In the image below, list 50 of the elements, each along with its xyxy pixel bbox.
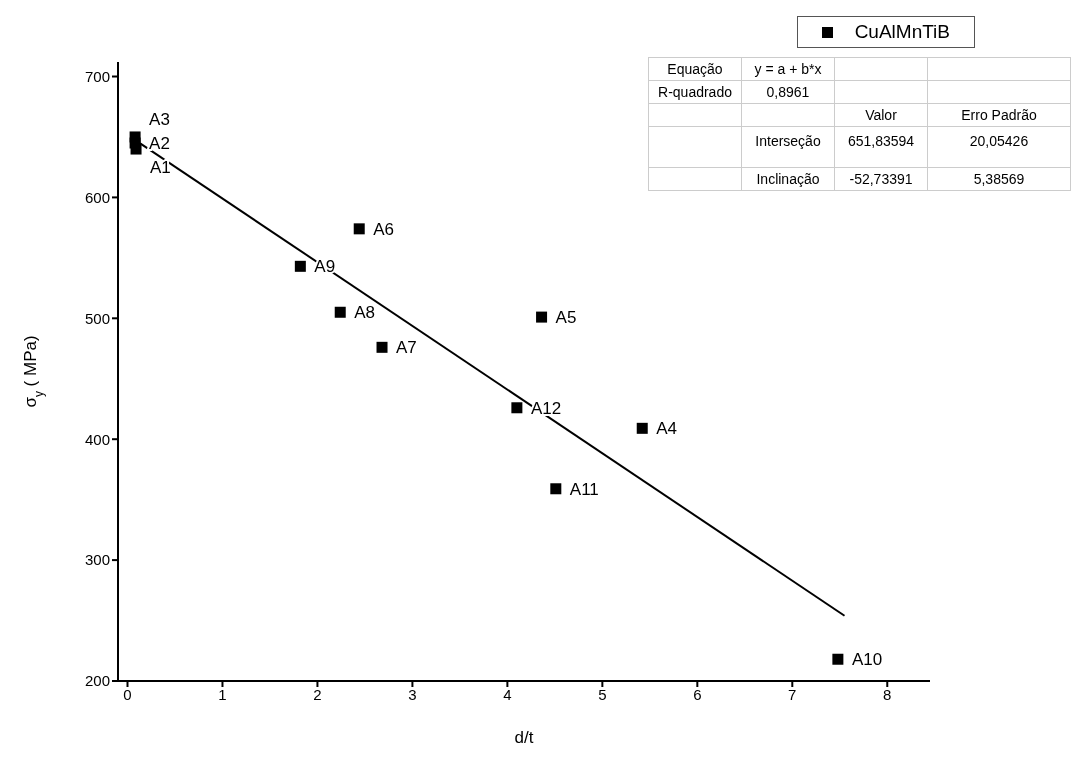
y-tick-label: 600 — [84, 188, 110, 206]
point — [334, 306, 346, 318]
x-tick-label: 7 — [788, 685, 797, 703]
annotation: Valor — [834, 103, 928, 127]
y-tick-label: 500 — [84, 309, 110, 327]
point — [129, 131, 141, 143]
point — [353, 223, 365, 235]
point — [511, 402, 523, 414]
text: Erro Padrão — [961, 107, 1037, 123]
point — [294, 260, 306, 272]
annotation: 0,8961 — [741, 80, 835, 104]
annotation: A1 — [150, 158, 171, 178]
point — [832, 653, 844, 665]
point — [376, 341, 388, 353]
y-tick-label: 200 — [84, 672, 110, 690]
annotation: 651,83594 — [834, 126, 928, 168]
annotation: A7 — [396, 338, 417, 358]
x-tick-label: 3 — [408, 685, 417, 703]
point — [636, 422, 648, 434]
annotation: A3 — [149, 109, 170, 129]
y-tick-label: 700 — [84, 67, 110, 85]
annotation: A8 — [354, 303, 376, 323]
text: 20,05426 — [969, 133, 1029, 149]
annotation: A11 — [569, 479, 599, 499]
annotation: Interseção — [741, 126, 835, 168]
point — [536, 311, 548, 323]
x-tick-label: 1 — [218, 685, 227, 703]
x-tick-label: 0 — [123, 685, 132, 703]
annotation: Equação — [648, 57, 742, 81]
annotation: -52,73391 — [834, 167, 928, 191]
x-tick-label: 4 — [503, 685, 512, 703]
annotation: A12 — [530, 398, 562, 418]
annotation: R-quadrado — [648, 80, 742, 104]
annotation: A6 — [373, 219, 395, 239]
y-tick-label: 400 — [84, 430, 110, 448]
x-tick-label: 5 — [598, 685, 607, 703]
legend-label: CuAlMnTiB — [854, 21, 950, 43]
annotation: Inclinação — [741, 167, 835, 191]
x-tick-label: 2 — [313, 685, 322, 703]
text: 5,38569 — [973, 171, 1025, 187]
point — [550, 483, 562, 495]
annotation: A10 — [851, 650, 883, 670]
y-tick-label: 300 — [84, 551, 110, 569]
annotation: A5 — [555, 308, 577, 328]
annotation: A2 — [149, 134, 170, 153]
annotation: y = a + b*x — [741, 57, 835, 81]
x-tick-label: 6 — [693, 685, 702, 703]
x-tick-label: 8 — [883, 685, 892, 703]
x-axis-title: d/t — [514, 728, 534, 748]
annotation: A4 — [656, 419, 678, 439]
